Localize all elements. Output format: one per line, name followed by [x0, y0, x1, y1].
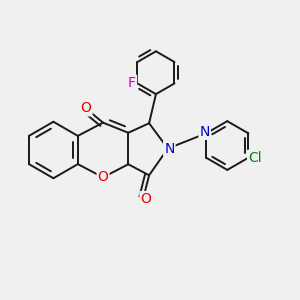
Text: O: O	[98, 170, 109, 184]
Text: O: O	[140, 192, 151, 206]
Text: F: F	[128, 76, 136, 89]
Text: Cl: Cl	[248, 151, 262, 165]
Text: O: O	[81, 101, 92, 116]
Text: N: N	[164, 142, 175, 155]
Text: N: N	[200, 125, 210, 139]
